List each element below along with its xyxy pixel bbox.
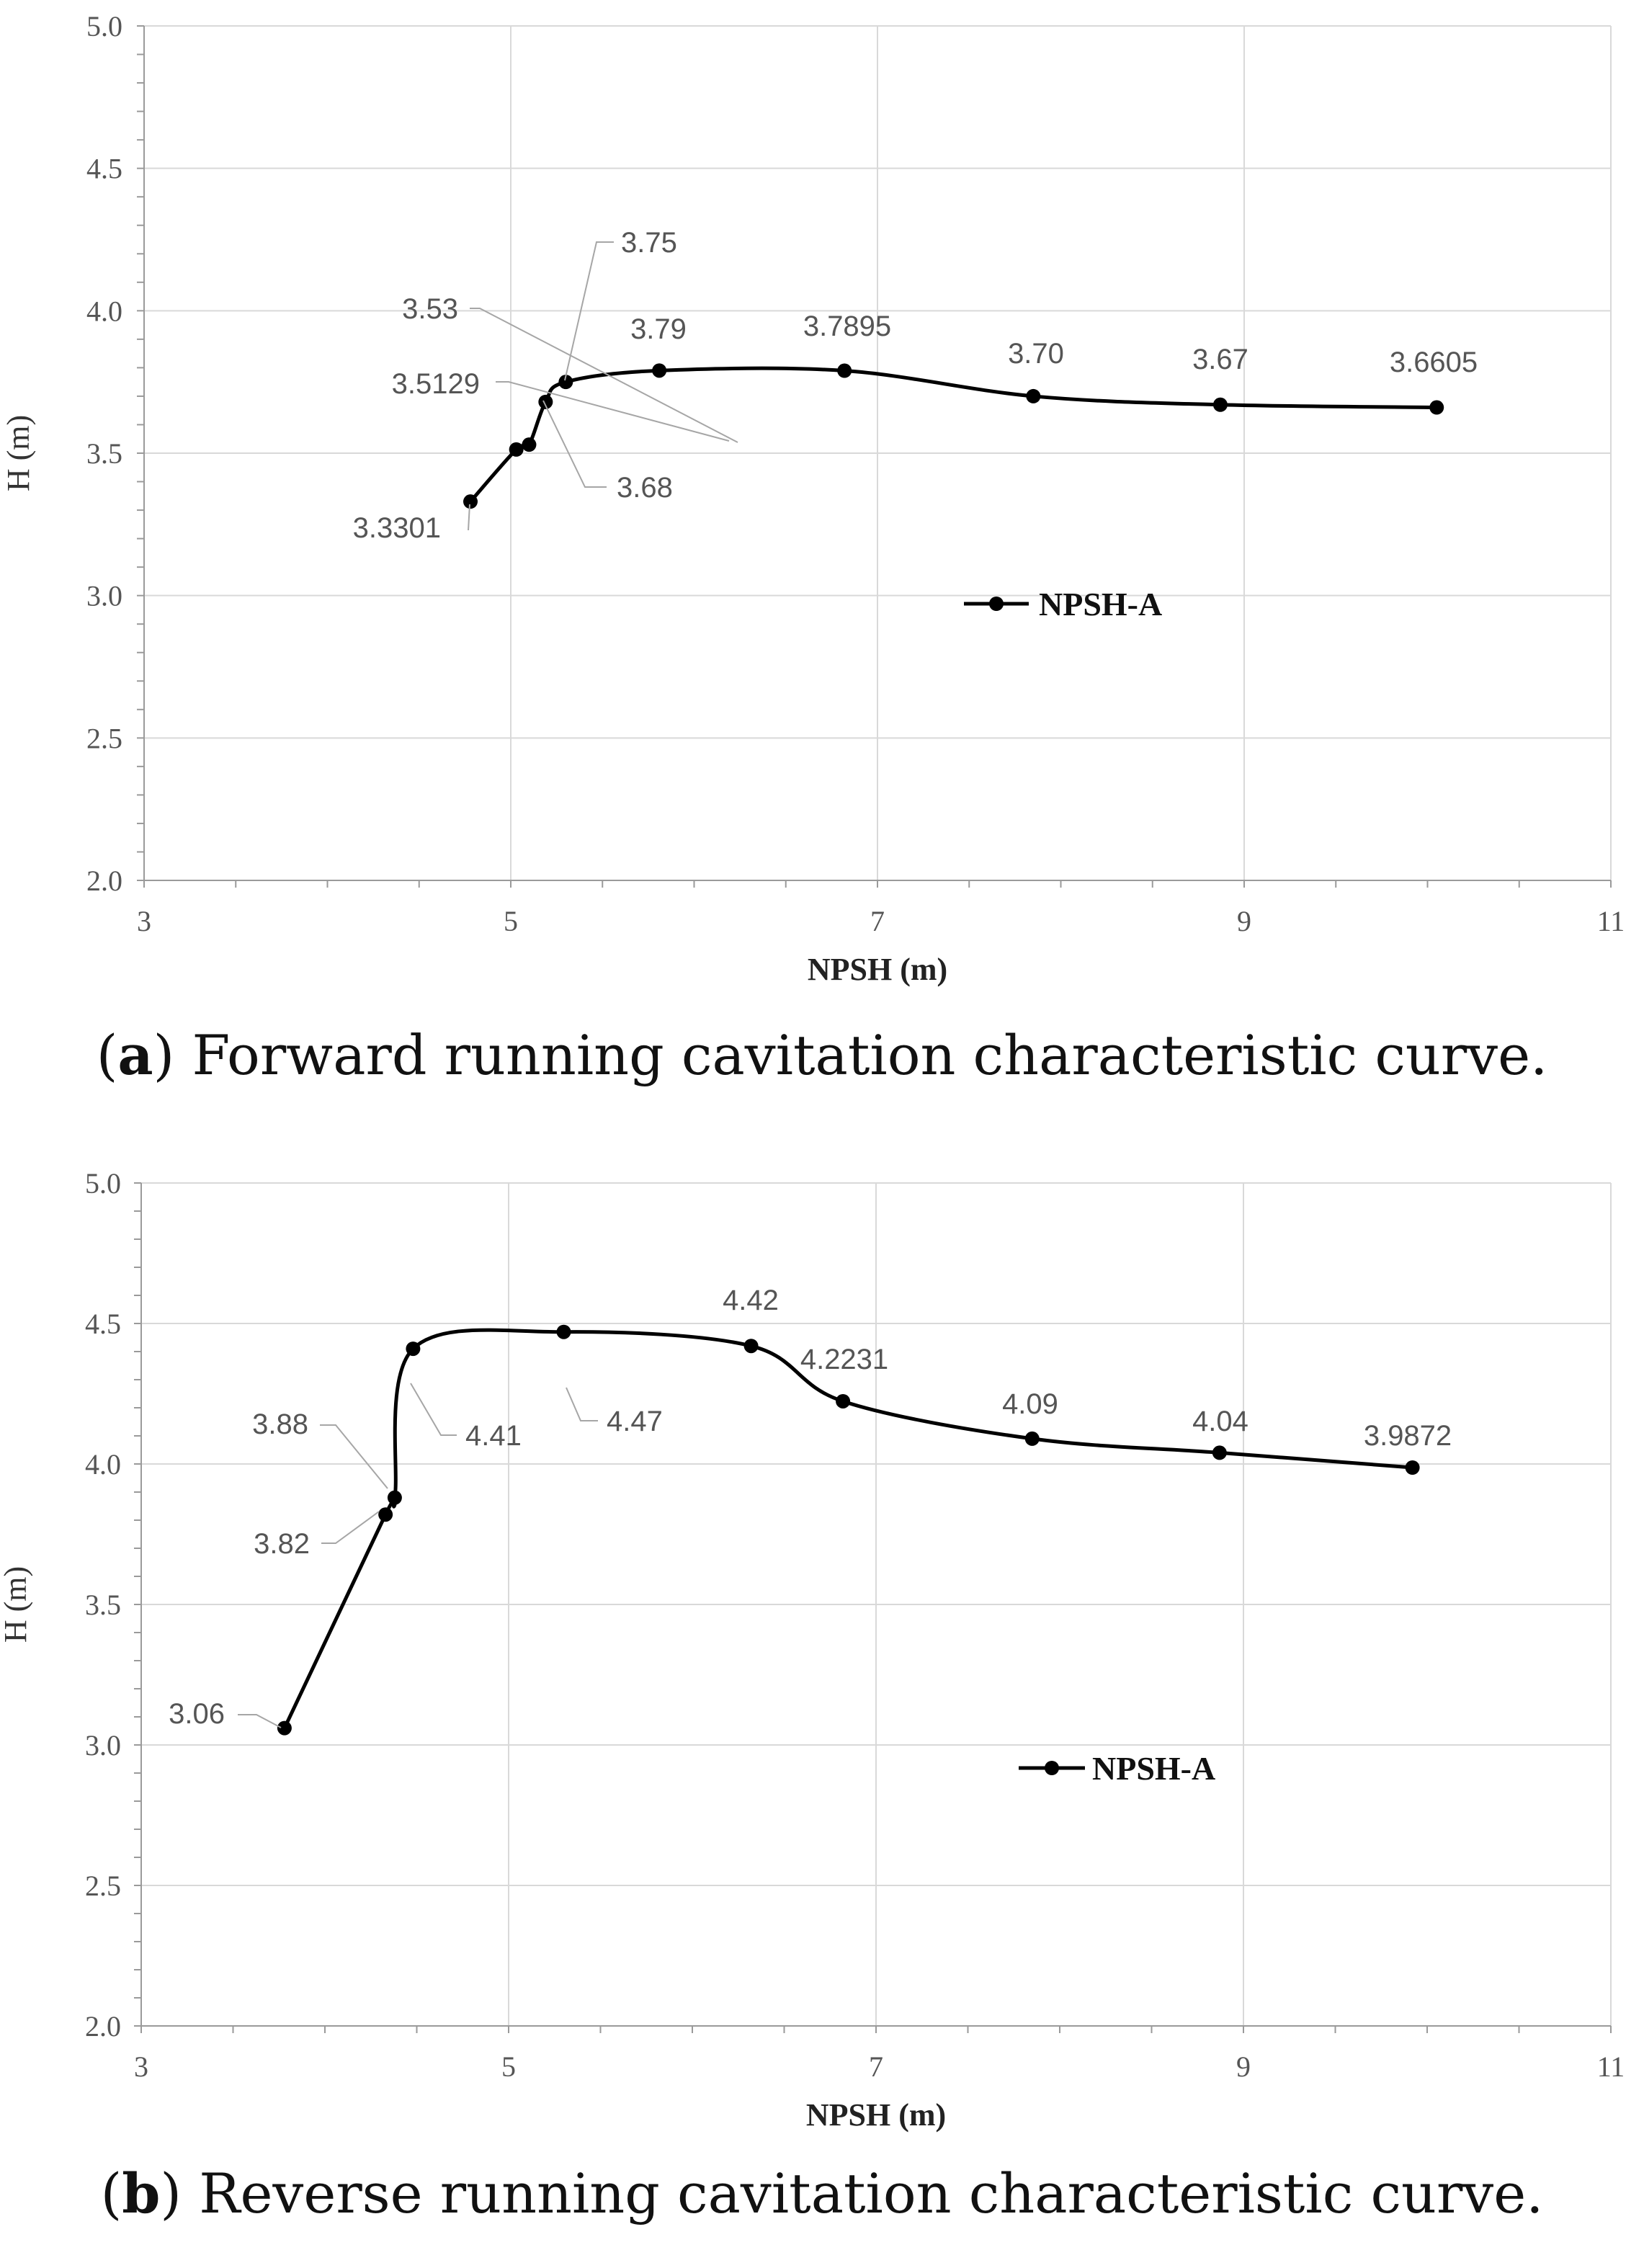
data-point	[1026, 388, 1041, 403]
data-point	[558, 375, 573, 390]
data-label: 4.47	[607, 1406, 663, 1437]
data-label: 4.04	[1192, 1406, 1248, 1437]
legend-marker	[1045, 1761, 1059, 1775]
y-axis-title: H (m)	[1, 415, 36, 491]
x-tick-label: 9	[1237, 905, 1251, 937]
y-minor-ticks	[134, 1182, 141, 2027]
x-tick-label: 11	[1597, 905, 1625, 937]
x-axis-title: NPSH (m)	[808, 952, 947, 987]
data-label: 3.6605	[1390, 347, 1478, 378]
gridlines	[143, 25, 1612, 881]
data-label: 4.2231	[800, 1344, 888, 1375]
gridlines	[140, 1182, 1612, 2027]
x-tick-label: 5	[504, 905, 518, 937]
data-label: 3.7895	[803, 311, 891, 342]
data-point	[378, 1507, 393, 1522]
data-point	[463, 494, 478, 509]
y-tick-label: 2.0	[86, 865, 122, 897]
data-point	[522, 437, 537, 452]
x-tick-label: 3	[134, 2050, 148, 2083]
y-tick-label: 5.0	[86, 10, 122, 43]
data-point	[1405, 1460, 1420, 1475]
data-label: 4.41	[465, 1420, 522, 1452]
data-label: 3.82	[254, 1528, 310, 1560]
data-label: 3.75	[621, 227, 677, 259]
legend-label: NPSH-A	[1039, 586, 1162, 622]
data-point	[509, 442, 524, 457]
x-tick-label: 7	[869, 2050, 883, 2083]
data-label: 3.3301	[353, 512, 441, 544]
y-tick-label: 5.0	[85, 1167, 121, 1200]
series-line	[469, 366, 1437, 503]
legend: NPSH-A	[964, 586, 1162, 622]
data-point	[1212, 397, 1228, 412]
data-label: 3.68	[617, 472, 673, 504]
x-tick-label: 7	[870, 905, 885, 937]
y-tick-label: 2.0	[85, 2010, 121, 2042]
legend-label: NPSH-A	[1092, 1750, 1215, 1787]
label-leader-line	[564, 241, 614, 381]
chart-panel-a: 3 5 7 9 11 2.0 2.5 3.0 3.5 4.0 4.5 5.0 NPSH (m) H (m)…	[0, 0, 1644, 1110]
data-point	[387, 1490, 402, 1505]
y-tick-label: 3.5	[86, 437, 122, 470]
data-label: 3.70	[1008, 338, 1064, 370]
data-label: 3.53	[402, 293, 458, 325]
data-label: 4.09	[1002, 1388, 1058, 1420]
reverse-chart: 3 5 7 9 11 2.0 2.5 3.0 3.5 4.0 4.5 5.0 NPSH (m) H (m)…	[0, 1167, 1625, 2133]
x-tick-label: 9	[1236, 2050, 1251, 2083]
data-label: 3.5129	[392, 368, 480, 400]
y-tick-label: 2.5	[85, 1870, 121, 1902]
x-tick-label: 11	[1597, 2050, 1625, 2083]
data-label: 4.42	[723, 1285, 779, 1316]
label-leader-line	[321, 1511, 380, 1544]
label-leader-line	[566, 1387, 598, 1421]
data-label: 3.67	[1192, 344, 1248, 375]
data-label: 3.9872	[1364, 1420, 1452, 1452]
data-point	[743, 1339, 759, 1354]
x-minor-ticks	[140, 2026, 1612, 2033]
data-label: 3.06	[169, 1698, 225, 1730]
y-tick-label: 3.0	[86, 580, 122, 612]
label-leader-line	[542, 400, 607, 488]
data-point	[1024, 1431, 1040, 1446]
y-axis-title: H (m)	[0, 1566, 33, 1643]
x-tick-label: 3	[137, 905, 151, 937]
x-minor-ticks	[143, 880, 1612, 888]
y-minor-ticks	[137, 25, 144, 881]
data-point	[406, 1341, 421, 1357]
y-tick-label: 3.0	[85, 1729, 121, 1762]
chart-panel-b: 3 5 7 9 11 2.0 2.5 3.0 3.5 4.0 4.5 5.0 NPSH (m) H (m)…	[0, 1138, 1644, 2268]
label-leader-line	[468, 504, 470, 531]
label-leader-line	[320, 1424, 388, 1489]
x-tick-label: 5	[501, 2050, 516, 2083]
caption-a: (a) Forward running cavitation character…	[96, 1023, 1548, 1087]
data-point	[538, 394, 553, 409]
label-leader-line	[410, 1383, 457, 1436]
data-point	[836, 1393, 851, 1408]
data-point	[1429, 400, 1444, 415]
caption-b: (b) Reverse running cavitation character…	[100, 2161, 1544, 2225]
data-point	[652, 363, 667, 378]
label-leader-line	[238, 1714, 282, 1728]
legend: NPSH-A	[1019, 1750, 1215, 1787]
data-point	[837, 363, 852, 378]
label-leader-line	[470, 308, 738, 443]
y-tick-label: 4.5	[86, 153, 122, 185]
y-tick-label: 4.0	[85, 1448, 121, 1481]
forward-chart: 3 5 7 9 11 2.0 2.5 3.0 3.5 4.0 4.5 5.0 NPSH (m) H (m)…	[1, 10, 1625, 987]
data-label: 3.79	[630, 313, 687, 345]
y-tick-label: 3.5	[85, 1589, 121, 1621]
legend-marker	[989, 597, 1004, 611]
y-tick-label: 4.0	[86, 295, 122, 327]
data-point	[556, 1324, 571, 1339]
x-axis-title: NPSH (m)	[806, 2097, 946, 2133]
data-point	[1212, 1445, 1227, 1460]
data-point	[277, 1720, 292, 1736]
data-label: 3.88	[252, 1408, 308, 1440]
y-tick-label: 4.5	[85, 1308, 121, 1340]
label-leader-line	[496, 381, 730, 442]
y-tick-label: 2.5	[86, 722, 122, 754]
